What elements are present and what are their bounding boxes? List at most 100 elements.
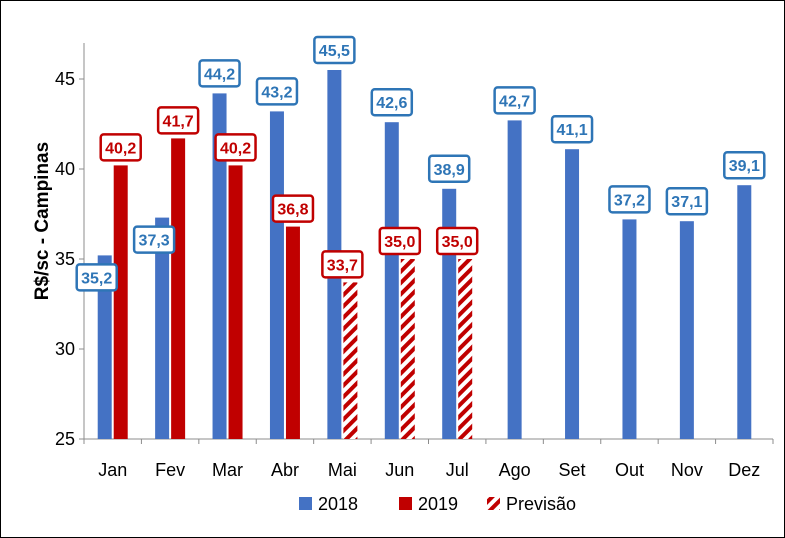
data-label-text: 41,7 bbox=[163, 113, 194, 130]
data-label-2019-Fev: 41,7 bbox=[156, 106, 200, 135]
bar-2019-Fev bbox=[171, 138, 186, 439]
data-label-box bbox=[214, 133, 257, 162]
y-axis-title: R$/sc - Campinas bbox=[32, 142, 53, 300]
bar-previsao-Jun bbox=[400, 259, 415, 439]
data-label-2018-Mai: 45,5 bbox=[313, 35, 356, 65]
x-tick-label: Mai bbox=[328, 460, 357, 480]
legend-swatch bbox=[299, 497, 312, 510]
data-label-text: 37,2 bbox=[614, 192, 645, 209]
y-tick-label: 25 bbox=[55, 429, 75, 449]
legend-item-3: Previsão bbox=[487, 494, 576, 514]
x-tick-label: Jan bbox=[98, 460, 127, 480]
data-label-text: 42,6 bbox=[376, 95, 407, 112]
data-label-box bbox=[665, 186, 709, 216]
data-label-2018-Abr: 43,2 bbox=[255, 77, 299, 106]
data-label-previsao-Mai: 33,7 bbox=[321, 250, 364, 279]
data-label-text: 35,0 bbox=[442, 234, 473, 251]
data-label-2018-Ago: 42,7 bbox=[493, 86, 536, 115]
data-label-box bbox=[378, 226, 422, 256]
data-label-2018-Fev: 37,3 bbox=[132, 225, 176, 254]
x-tick-label: Nov bbox=[671, 460, 703, 480]
data-label-2018-Mar: 44,2 bbox=[198, 59, 241, 88]
bar-2019-Abr bbox=[285, 226, 300, 439]
data-label-2018-Out: 37,2 bbox=[608, 185, 651, 214]
bar-2018-Jun bbox=[384, 122, 399, 439]
x-tick-label: Mar bbox=[212, 460, 243, 480]
data-label-2018-Nov: 37,1 bbox=[665, 186, 709, 216]
data-label-text: 40,2 bbox=[105, 140, 136, 157]
bar-2018-Jul bbox=[442, 188, 457, 439]
legend-label: 2018 bbox=[318, 494, 358, 514]
data-label-box bbox=[132, 225, 176, 254]
data-label-2018-Jan: 35,2 bbox=[75, 263, 118, 292]
data-label-box bbox=[156, 106, 200, 135]
y-tick-label: 40 bbox=[55, 159, 75, 179]
data-label-box bbox=[435, 226, 479, 256]
data-label-text: 39,1 bbox=[729, 158, 760, 175]
bar-2018-Abr bbox=[269, 111, 284, 440]
y-tick-label: 45 bbox=[55, 69, 75, 89]
data-label-previsao-Jun: 35,0 bbox=[378, 226, 422, 256]
legend-swatch bbox=[399, 497, 412, 510]
x-tick-label: Jun bbox=[385, 460, 414, 480]
legend-item-2: 2019 bbox=[399, 494, 458, 514]
data-label-text: 45,5 bbox=[319, 43, 350, 60]
bar-2018-Dez bbox=[737, 185, 752, 439]
data-label-box bbox=[75, 263, 118, 292]
x-tick-label: Abr bbox=[271, 460, 299, 480]
data-label-box bbox=[550, 114, 594, 144]
y-tick-label: 30 bbox=[55, 339, 75, 359]
data-label-box bbox=[271, 194, 315, 223]
data-label-text: 37,3 bbox=[139, 233, 170, 250]
x-tick-label: Ago bbox=[499, 460, 531, 480]
bar-2018-Fev bbox=[155, 217, 170, 439]
data-label-text: 37,1 bbox=[671, 194, 702, 211]
data-label-box bbox=[723, 150, 766, 180]
bar-previsao-Mai bbox=[343, 282, 358, 439]
data-label-text: 44,2 bbox=[204, 66, 235, 83]
data-label-text: 41,1 bbox=[556, 122, 587, 139]
data-label-box bbox=[255, 77, 299, 106]
data-label-box bbox=[198, 59, 241, 88]
data-label-text: 43,2 bbox=[261, 84, 292, 101]
data-label-box bbox=[493, 86, 536, 115]
data-label-2019-Jan: 40,2 bbox=[99, 133, 142, 162]
data-label-text: 38,9 bbox=[434, 162, 465, 179]
data-label-2019-Abr: 36,8 bbox=[271, 194, 315, 223]
x-tick-label: Jul bbox=[446, 460, 469, 480]
bar-2018-Mar bbox=[212, 93, 227, 440]
x-tick-label: Fev bbox=[155, 460, 185, 480]
data-label-2018-Set: 41,1 bbox=[550, 114, 594, 144]
data-label-previsao-Jul: 35,0 bbox=[435, 226, 479, 256]
data-label-2019-Mar: 40,2 bbox=[214, 133, 257, 162]
bar-previsao-Jul bbox=[458, 259, 473, 439]
y-tick-label: 35 bbox=[55, 249, 75, 269]
data-label-text: 35,2 bbox=[81, 270, 112, 287]
data-label-text: 35,0 bbox=[384, 234, 415, 251]
x-tick-label: Dez bbox=[728, 460, 760, 480]
bar-2018-Nov bbox=[679, 221, 694, 439]
legend-label: Previsão bbox=[506, 494, 576, 514]
data-label-box bbox=[99, 133, 142, 162]
bar-2018-Jan bbox=[97, 255, 112, 439]
data-label-box bbox=[427, 154, 471, 184]
data-label-text: 40,2 bbox=[220, 140, 251, 157]
data-label-2018-Jul: 38,9 bbox=[427, 154, 471, 184]
data-label-text: 33,7 bbox=[327, 257, 358, 274]
legend-label: 2019 bbox=[418, 494, 458, 514]
legend-item-1: 2018 bbox=[299, 494, 358, 514]
legend-swatch bbox=[487, 497, 500, 510]
data-label-box bbox=[370, 87, 414, 117]
bar-2019-Mar bbox=[228, 165, 243, 439]
bar-2018-Ago bbox=[507, 120, 522, 440]
data-label-2018-Jun: 42,6 bbox=[370, 87, 414, 117]
data-label-text: 36,8 bbox=[277, 202, 308, 219]
data-label-2018-Dez: 39,1 bbox=[723, 150, 766, 180]
legend: 2018 2019 Previsão bbox=[299, 494, 576, 514]
x-tick-label: Set bbox=[559, 460, 586, 480]
data-label-box bbox=[321, 250, 364, 279]
bar-2018-Out bbox=[622, 219, 637, 439]
data-label-text: 42,7 bbox=[499, 93, 530, 110]
